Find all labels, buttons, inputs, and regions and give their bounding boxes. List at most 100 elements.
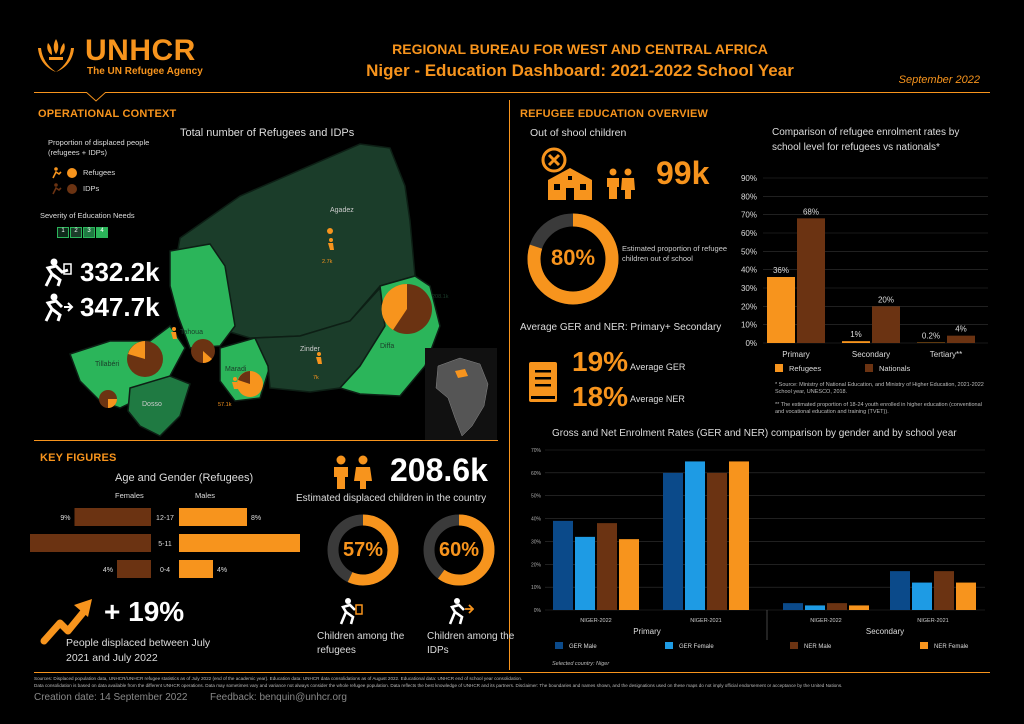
idp-runner-icon — [52, 183, 62, 195]
chart2-bar — [663, 472, 683, 610]
chart2-legend-label: GER Female — [679, 644, 714, 650]
chart2-bar — [890, 571, 910, 610]
oos-title: Out of shool children — [530, 127, 627, 139]
females-label: Females — [115, 491, 144, 500]
chart1-bar — [872, 306, 900, 343]
chart1-xtick: Primary — [782, 350, 810, 359]
legend-severity: Severity of Education Needs — [40, 211, 135, 220]
unhcr-logo: UNHCR The UN Refugee Agency — [33, 34, 213, 80]
chart2-legend-label: NER Female — [934, 644, 969, 650]
chart2-ytick: 10% — [531, 585, 542, 591]
page-title: Niger - Education Dashboard: 2021-2022 S… — [366, 61, 794, 80]
chart1-bar — [842, 341, 870, 343]
chart2-bar — [729, 461, 749, 610]
ner-label: Average NER — [630, 394, 685, 404]
map-pie-diffa-share — [381, 283, 407, 330]
chart1-ytick: 40% — [741, 266, 757, 275]
chart2-ytick: 50% — [531, 494, 542, 500]
operational-section-title: OPERATIONAL CONTEXT — [38, 108, 177, 120]
chart2-bar — [827, 603, 847, 610]
pyramid-bar-female — [117, 560, 151, 578]
chart2-bar — [934, 571, 954, 610]
chart1-bar — [797, 218, 825, 343]
chart2-group-label: Secondary — [866, 627, 904, 636]
pyramid-bar-female — [74, 508, 151, 526]
feedback-email[interactable]: Feedback: benquin@unhcr.org — [210, 692, 347, 703]
overview-section-title: REFUGEE EDUCATION OVERVIEW — [520, 108, 709, 120]
chart2-ytick: 20% — [531, 562, 542, 568]
chart2-bar — [597, 523, 617, 610]
legend-proportion: Proportion of displaced people (refugees… — [48, 138, 150, 157]
chart2-legend-swatch — [920, 642, 928, 649]
ger-ner-footer: Selected country: Niger — [552, 661, 610, 667]
ner-value: 18% — [572, 381, 629, 412]
idp-children-icon — [448, 598, 474, 625]
refugee-children-label: Children among the refugees — [317, 631, 405, 656]
map-value-maradi: 57.1k — [218, 402, 232, 408]
severity-scale: 1 2 3 4 — [57, 227, 108, 238]
chart1-ytick: 90% — [741, 174, 757, 183]
org-subtitle: The UN Refugee Agency — [87, 66, 203, 77]
ger-ner-chart-title: Gross and Net Enrolment Rates (GER and N… — [552, 428, 957, 439]
map-label-dosso: Dosso — [142, 401, 162, 408]
chart1-legend-swatch — [775, 364, 783, 372]
oos-pct: 80% — [550, 245, 596, 270]
comparison-chart-title: Comparison of refugee enrolment rates by… — [772, 127, 960, 153]
map-value-agadez: 2.7k — [322, 259, 333, 265]
idps-icon — [44, 293, 74, 322]
males-label: Males — [195, 491, 216, 500]
ger-value: 19% — [572, 346, 629, 377]
chart1-legend-label: Refugees — [789, 364, 821, 373]
pyramid-female-label: 4% — [103, 567, 113, 574]
refugees-icon — [44, 258, 72, 287]
enrolment-comparison-chart: 0% 10% 20% 30% 40% 50% 60% 70% 80% 90% 36% 68% Prima… — [741, 174, 988, 373]
chart1-legend-swatch — [865, 364, 873, 372]
ger-ner-comparison-chart: 0% 10% 20% 30% 40% 50% 60% 70% NIGER-2022 NIGER-2… — [531, 448, 985, 650]
chart1-data-label: 20% — [878, 295, 894, 304]
map-value-zinder: 7k — [313, 375, 319, 381]
map-label-zinder: Zinder — [300, 346, 321, 353]
severity-1: 1 — [57, 227, 69, 238]
pyramid-female-label: 9% — [60, 515, 70, 522]
book-icon — [529, 362, 557, 402]
map-label-agadez: Agadez — [330, 207, 354, 214]
key-figures-title: KEY FIGURES — [40, 452, 117, 464]
bureau-title: REGIONAL BUREAU FOR WEST AND CENTRAL AFR… — [392, 41, 768, 57]
header-divider — [34, 92, 990, 93]
chart2-bar — [849, 605, 869, 610]
pyramid-male-label: 8% — [251, 515, 261, 522]
chart1-ytick: 10% — [741, 321, 757, 330]
map-value-diffa: 208.1k — [432, 294, 449, 300]
chart1-data-label: 4% — [955, 325, 967, 334]
chart2-bar — [575, 536, 595, 610]
chart1-xtick: Secondary — [852, 350, 890, 359]
creation-date: Creation date: 14 September 2022 — [34, 692, 188, 703]
chart2-bar — [956, 582, 976, 610]
map-label-maradi: Maradi — [225, 366, 247, 373]
children-icon — [334, 455, 372, 489]
refugees-total: 332.2k — [80, 257, 160, 287]
chart1-ytick: 60% — [741, 229, 757, 238]
chart2-xtick: NIGER-2022 — [580, 618, 612, 624]
children-pair-icon — [607, 168, 635, 199]
pyramid-bar-male — [179, 534, 300, 552]
chart1-xtick: Tertiary** — [930, 350, 962, 359]
map-label-diffa: Diffa — [380, 343, 394, 350]
chart1-data-label: 0.2% — [922, 332, 940, 341]
chart1-bar — [767, 277, 795, 343]
comparison-note-2: ** The estimated proportion of 18-24 you… — [775, 402, 982, 416]
operational-divider — [34, 440, 498, 441]
growth-value: + 19% — [104, 596, 185, 627]
map-refugee-icon — [171, 238, 334, 389]
map-title: Total number of Refugees and IDPs — [180, 127, 355, 139]
map-pie-dosso-share — [108, 399, 117, 408]
chart2-bar — [707, 472, 727, 610]
chart2-bar — [912, 582, 932, 610]
footer-sources: Sources: Displaced population data, UNHC… — [34, 676, 523, 681]
severity-3: 3 — [83, 227, 95, 238]
footer-disclaimer: Data consolidation is based on data avai… — [34, 683, 843, 688]
map-region-tahoua — [169, 243, 236, 349]
severity-2: 2 — [70, 227, 82, 238]
chart1-ytick: 20% — [741, 302, 757, 311]
legend-idps-swatch — [67, 184, 77, 194]
